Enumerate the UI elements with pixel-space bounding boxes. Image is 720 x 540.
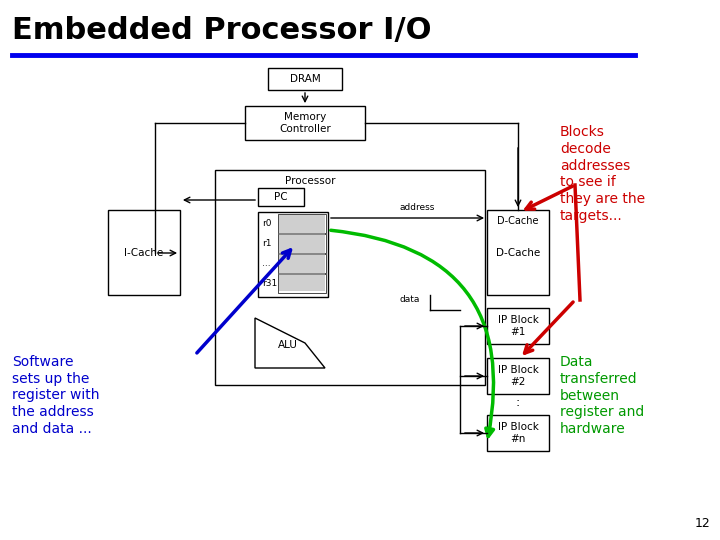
Text: ALU: ALU [278, 340, 298, 350]
Bar [487, 210, 549, 295]
Bar [268, 68, 342, 90]
Bar [108, 210, 180, 295]
Text: IP Block
#1: IP Block #1 [498, 315, 539, 337]
Bar [278, 254, 326, 273]
Text: IP Block
#n: IP Block #n [498, 422, 539, 444]
Text: PC: PC [274, 192, 288, 202]
Text: DRAM: DRAM [289, 74, 320, 84]
Text: ...: ... [262, 259, 271, 267]
Bar [487, 415, 549, 451]
Text: Processor: Processor [284, 176, 336, 186]
Bar [487, 308, 549, 344]
Bar [258, 212, 328, 297]
Text: D-Cache: D-Cache [498, 216, 539, 226]
Polygon shape [255, 318, 325, 368]
Text: D-Cache: D-Cache [496, 247, 540, 258]
Text: data: data [400, 295, 420, 305]
Text: Memory
Controller: Memory Controller [279, 112, 331, 134]
Bar [278, 214, 326, 233]
Bar [279, 215, 325, 291]
Text: Embedded Processor I/O: Embedded Processor I/O [12, 16, 431, 44]
Text: r31: r31 [262, 279, 277, 287]
Bar [278, 234, 326, 253]
Bar [215, 170, 485, 385]
Text: r1: r1 [262, 239, 271, 247]
Text: Blocks
decode
addresses
to see if
they are the
targets...: Blocks decode addresses to see if they a… [560, 125, 645, 222]
FancyArrowPatch shape [330, 230, 493, 436]
Text: Data
transferred
between
register and
hardware: Data transferred between register and ha… [560, 355, 644, 436]
Text: address: address [400, 202, 436, 212]
Bar [278, 274, 326, 293]
Text: IP Block
#2: IP Block #2 [498, 365, 539, 387]
Text: Software
sets up the
register with
the address
and data ...: Software sets up the register with the a… [12, 355, 99, 436]
Text: 12: 12 [694, 517, 710, 530]
Text: I-Cache: I-Cache [125, 247, 163, 258]
Text: r0: r0 [262, 219, 271, 227]
Bar [487, 358, 549, 394]
Bar [245, 106, 365, 140]
Bar [258, 188, 304, 206]
Text: :: : [516, 396, 520, 409]
